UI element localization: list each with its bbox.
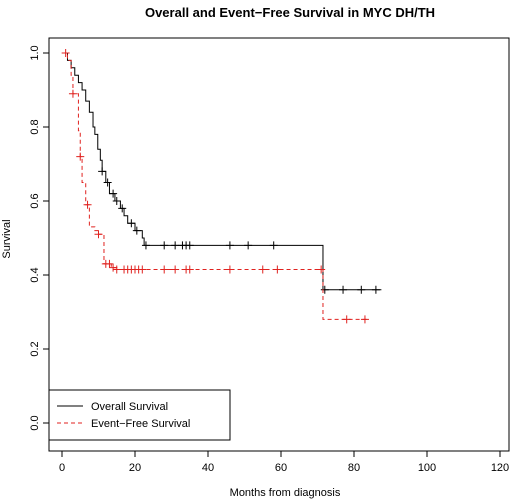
censor-mark [269,241,278,250]
legend: Overall Survival Event−Free Survival [48,389,231,441]
x-axis-label: Months from diagnosis [230,487,341,499]
y-tick-label: 0.2 [29,341,41,356]
censor-mark [171,265,180,274]
censor-mark [371,285,380,294]
censor-mark [342,315,351,324]
plot-frame [48,37,510,452]
censor-mark [317,265,326,274]
censor-mark [160,265,169,274]
legend-box [48,389,231,441]
series-line-overall [62,52,382,291]
censor-mark [98,167,107,176]
censor-mark [225,241,234,250]
censor-mark [357,285,366,294]
chart-title: Overall and Event−Free Survival in MYC D… [145,5,435,20]
x-tick-label: 40 [202,462,214,474]
y-axis-label: Survival [1,219,13,258]
censor-mark [339,285,348,294]
x-axis: 0 20 40 60 80 100 120 [59,450,509,474]
x-tick-label: 20 [129,462,141,474]
legend-label: Overall Survival [91,401,168,413]
series-layer [61,49,382,324]
legend-label: Event−Free Survival [91,418,190,430]
censor-mark [141,241,150,250]
censor-mark [112,197,121,205]
censor-mark [244,241,253,250]
x-tick-label: 60 [275,462,287,474]
y-tick-label: 0.8 [29,119,41,134]
y-tick-label: 0.0 [29,415,41,430]
censor-mark [132,226,141,235]
censor-mark [258,265,267,274]
censor-mark [68,89,77,98]
censor-mark [138,265,147,274]
censor-mark [185,265,194,274]
y-tick-label: 0.4 [29,267,41,282]
censor-mark [225,265,234,274]
censor-mark [105,259,114,268]
x-tick-label: 120 [491,462,509,474]
censor-mark [83,200,92,209]
y-axis: 0.0 0.2 0.4 0.6 0.8 1.0 [29,45,50,431]
censor-mark [118,204,127,213]
y-tick-label: 0.6 [29,193,41,208]
y-tick-label: 1.0 [29,45,41,60]
x-tick-label: 100 [418,462,436,474]
x-tick-label: 0 [59,462,65,474]
censor-mark [160,241,169,250]
censor-mark [360,315,369,324]
censor-mark [76,152,85,161]
censor-mark [103,178,112,187]
censor-mark [94,230,103,239]
censor-mark [109,263,118,272]
censor-mark [320,285,329,294]
censor-mark [109,189,118,198]
censor-mark [273,265,282,274]
censor-mark [185,241,194,250]
censor-mark [112,265,121,274]
censor-mark [61,49,70,57]
censor-mark [171,241,180,250]
censor-mark [127,219,136,228]
x-tick-label: 80 [348,462,360,474]
